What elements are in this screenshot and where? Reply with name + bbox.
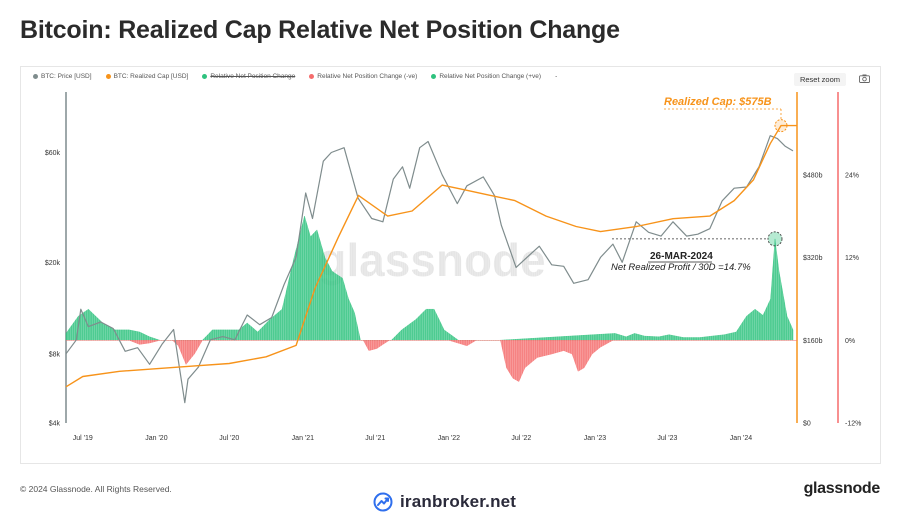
legend-label-extra: - — [555, 73, 558, 80]
legend: BTC: Price [USD] BTC: Realized Cap [USD]… — [33, 73, 557, 80]
peak-marker — [767, 231, 783, 247]
watermark-text: glassnode — [318, 234, 546, 286]
chart-plot: glassnode $4k $8k $20k $60k $0 $160b $320b $480b… — [45, 92, 861, 442]
footer-logo: glassnode — [803, 480, 881, 497]
realized-cap-line — [65, 124, 797, 388]
legend-label-price: BTC: Price [USD] — [41, 73, 92, 80]
x-axis-tick: Jul '21 — [365, 435, 385, 442]
legend-label-realized-cap: BTC: Realized Cap [USD] — [113, 73, 189, 80]
page-title: Bitcoin: Realized Cap Relative Net Posit… — [20, 16, 620, 44]
bar-texture — [67, 92, 792, 423]
legend-item-realized-cap[interactable]: BTC: Realized Cap [USD] — [105, 73, 189, 80]
x-axis-tick: Jul '22 — [511, 435, 531, 442]
peak-profit-annotation: Net Realized Profit / 30D =14.7% — [611, 262, 751, 273]
legend-label-net-change: Relative Net Position Change — [210, 73, 296, 80]
legend-label-net-change-negative: Relative Net Position Change (-ve) — [317, 73, 418, 80]
realized-cap-marker — [774, 119, 788, 133]
broker-text: iranbroker.net — [400, 492, 517, 511]
legend-item-net-change[interactable]: Relative Net Position Change — [202, 73, 295, 80]
x-axis-tick: Jul '23 — [657, 435, 677, 442]
realized-cap-annotation: Realized Cap: $575B — [664, 96, 772, 108]
price-axis-tick: $60k — [45, 150, 61, 157]
legend-dot-net-change — [202, 74, 208, 79]
legend-item-net-change-positive[interactable]: Relative Net Position Change (+ve) — [431, 73, 541, 80]
x-axis-tick: Jan '20 — [145, 435, 167, 442]
legend-dot-net-change-positive — [431, 74, 437, 79]
price-axis-tick: $20k — [45, 260, 61, 267]
realized-cap-axis-tick: $160b — [803, 338, 823, 345]
legend-item-price[interactable]: BTC: Price [USD] — [33, 73, 92, 80]
realized-cap-axis-tick: $320b — [803, 255, 823, 262]
legend-item-extra[interactable]: - — [555, 73, 557, 80]
peak-date-annotation: 26-MAR-2024 — [650, 251, 713, 262]
net-change-axis-tick: 0% — [845, 338, 855, 345]
reset-zoom-button[interactable]: Reset zoom — [793, 73, 846, 86]
net-change-axis-tick: -12% — [845, 421, 861, 428]
camera-icon[interactable] — [859, 74, 870, 83]
realized-cap-axis-tick: $0 — [803, 421, 811, 428]
net-change-axis-tick: 12% — [845, 255, 859, 262]
copyright-text: © 2024 Glassnode. All Rights Reserved. — [20, 484, 172, 494]
price-axis-tick: $8k — [49, 351, 61, 358]
x-axis-tick: Jan '24 — [730, 435, 752, 442]
broker-logo-icon — [373, 492, 393, 512]
x-axis-tick: Jan '22 — [438, 435, 460, 442]
chart-frame: BTC: Price [USD] BTC: Realized Cap [USD]… — [20, 66, 881, 464]
net-change-axis-tick: 24% — [845, 172, 859, 179]
legend-dot-net-change-negative — [309, 74, 315, 79]
x-axis-tick: Jul '20 — [219, 435, 239, 442]
legend-dot-realized-cap — [105, 74, 111, 79]
x-axis-tick: Jul '19 — [73, 435, 93, 442]
x-axis-tick: Jan '23 — [584, 435, 606, 442]
realized-cap-axis-tick: $480b — [803, 172, 823, 179]
legend-item-net-change-negative[interactable]: Relative Net Position Change (-ve) — [309, 73, 417, 80]
legend-dot-price — [33, 74, 38, 79]
broker-branding: iranbroker.net — [373, 492, 516, 512]
price-axis-tick: $4k — [49, 421, 61, 428]
x-axis-tick: Jan '21 — [292, 435, 314, 442]
legend-label-net-change-positive: Relative Net Position Change (+ve) — [439, 73, 542, 80]
price-line — [65, 135, 794, 404]
